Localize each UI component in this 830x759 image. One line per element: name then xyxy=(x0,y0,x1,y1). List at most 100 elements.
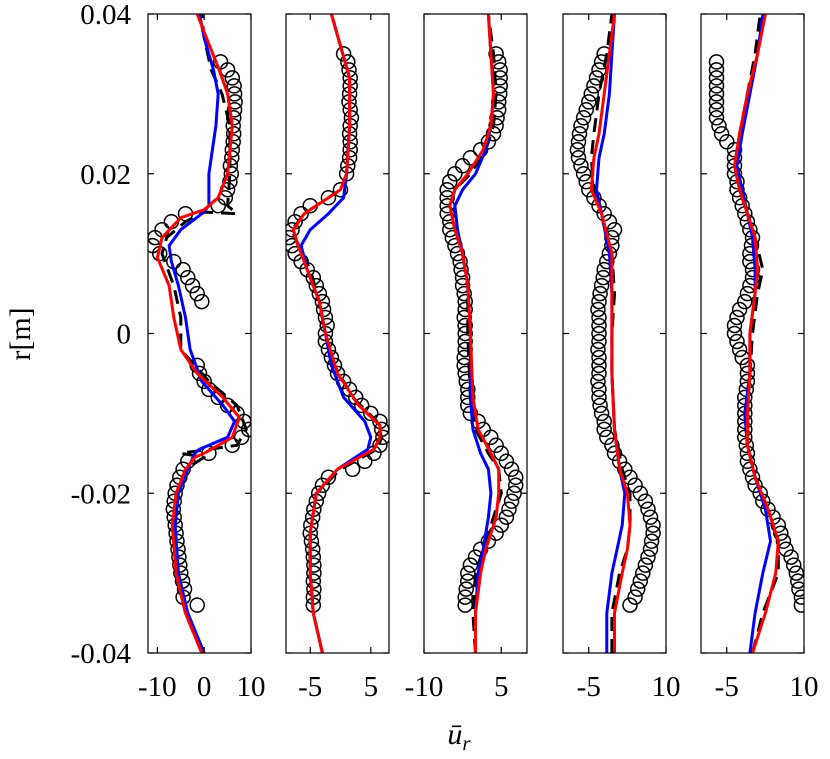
panel-5-exp-point xyxy=(729,309,745,326)
panel-5-exp-point xyxy=(739,453,756,470)
panel-4-exp-point xyxy=(642,541,659,557)
panel-5-exp-point xyxy=(729,333,745,350)
panel-4-exp-point xyxy=(575,166,592,182)
panel-4-exp-point xyxy=(622,597,638,613)
panel-4-exp-point xyxy=(586,78,602,94)
ytick-label: 0 xyxy=(117,319,132,351)
panel-1-exp-point xyxy=(226,102,243,118)
panel-4-exp-point xyxy=(592,285,608,302)
panel-2-exp-point xyxy=(320,469,337,486)
ytick-label: 0.02 xyxy=(80,159,131,191)
panel-5-exp-point xyxy=(778,541,794,557)
panel-3-exp-point xyxy=(458,581,474,597)
panel-1-red-curve xyxy=(155,14,241,653)
panel-3-exp-point xyxy=(507,469,524,486)
panel-3-exp-point xyxy=(457,589,473,605)
panel-2-exp-point xyxy=(305,573,322,589)
panel-4-exp-point xyxy=(591,349,607,366)
panel-2: -5 5 xyxy=(285,13,390,703)
ytick-label: 0.04 xyxy=(80,0,131,31)
panel-5-exp-point xyxy=(713,126,730,142)
panel-3-exp-point xyxy=(488,437,504,454)
panel-1-exp-point xyxy=(180,269,196,286)
panel-2-exp-point xyxy=(306,565,322,581)
panel-4-exp-point xyxy=(578,102,594,118)
panel-4-exp-point xyxy=(590,301,606,318)
panel-2-exp-point xyxy=(314,293,331,310)
panel-5-exp-point xyxy=(783,549,799,565)
panel-3-exp-point xyxy=(462,557,479,573)
panel-3-exp-point xyxy=(452,253,468,270)
panel-2-exp-point xyxy=(306,557,322,573)
panel-5-exp-point xyxy=(708,62,725,78)
panel-5-exp-point xyxy=(708,54,725,70)
panel-2-exp-point xyxy=(341,381,358,398)
panel-4-exp-point xyxy=(591,381,607,398)
panel-3-exp-point xyxy=(447,166,463,182)
panel-1: -10 0 10 xyxy=(138,13,266,703)
subplot-panels: -10 0 10 -5 5 -10 5 -5 10 -5 10 xyxy=(138,13,819,703)
panel-2-exp-point xyxy=(332,181,349,198)
panel-2-exp-point xyxy=(286,221,300,238)
panel-4-exp-point xyxy=(583,86,600,102)
panel-2-exp-point xyxy=(347,389,364,406)
panel-4-exp-point xyxy=(635,565,651,581)
panel-4-exp-point xyxy=(591,309,607,326)
panel-3-exp-point xyxy=(457,317,473,334)
panel-4-exp-point xyxy=(591,357,607,374)
panel-1-blue-curve xyxy=(167,14,237,653)
panel-5-exp-point xyxy=(711,118,727,134)
panel-5-exp-point xyxy=(708,94,725,110)
panel-3-frame xyxy=(423,13,528,654)
panel-5-exp-point xyxy=(739,365,756,382)
panel-3-exp-point xyxy=(454,269,471,286)
panel-2-xtick-label: -5 xyxy=(298,671,322,703)
panel-5-red-curve xyxy=(733,14,780,653)
panel-3-exp-point xyxy=(488,118,504,134)
panel-1-exp-point xyxy=(184,277,201,294)
panel-5-exp-point xyxy=(793,589,804,605)
panel-4-exp-point xyxy=(599,429,615,446)
panel-2-exp-point xyxy=(342,142,358,158)
y-axis-label: r[m] xyxy=(4,307,37,360)
panel-3-exp-point xyxy=(454,277,471,294)
panel-4-exp-point xyxy=(590,373,606,390)
panel-4-exp-point xyxy=(637,557,654,573)
panel-5-exp-point xyxy=(742,461,758,478)
panel-5-exp-point xyxy=(744,261,761,278)
panel-5-exp-point xyxy=(726,325,743,342)
panel-5-exp-point xyxy=(708,70,725,86)
panel-4-exp-point xyxy=(575,110,592,126)
panel-3-exp-point xyxy=(439,205,455,222)
panel-5-exp-point xyxy=(708,102,725,118)
panel-3-exp-point xyxy=(493,445,510,462)
panel-4-exp-point xyxy=(606,445,623,462)
panel-3-red-curve xyxy=(448,14,501,653)
panel-3-exp-point xyxy=(460,381,476,398)
panel-1-exp-point xyxy=(225,118,241,134)
panel-4-exp-point xyxy=(599,253,615,270)
panel-4-exp-point xyxy=(637,493,654,509)
panel-1-exp-point xyxy=(175,261,191,278)
panel-4-exp-point xyxy=(570,134,587,150)
panel-2-exp-point xyxy=(304,541,321,557)
panel-2-exp-point xyxy=(319,317,335,334)
panel-5-exp-point xyxy=(708,86,725,102)
panel-4-exp-point xyxy=(645,517,661,533)
panel-1-exp-point xyxy=(212,54,229,70)
panel-5-exp-point xyxy=(770,517,787,533)
panel-1-frame xyxy=(147,13,252,654)
panel-1-exp-point xyxy=(224,70,241,86)
panel-3-xtick-label: -10 xyxy=(405,671,444,703)
panel-3-exp-point xyxy=(453,261,469,278)
x-axis-label: ūr xyxy=(447,718,471,755)
panel-2-exp-point xyxy=(375,429,389,446)
panel-3-exp-point xyxy=(449,245,466,262)
panel-5-xtick-label: -5 xyxy=(715,671,739,703)
panel-3-exp-point xyxy=(503,493,520,509)
panel-5-exp-point xyxy=(785,557,802,573)
panel-2-dashed-curve xyxy=(290,14,384,653)
panel-2-exp-point xyxy=(306,581,322,597)
panel-1-exp-point xyxy=(191,365,208,382)
